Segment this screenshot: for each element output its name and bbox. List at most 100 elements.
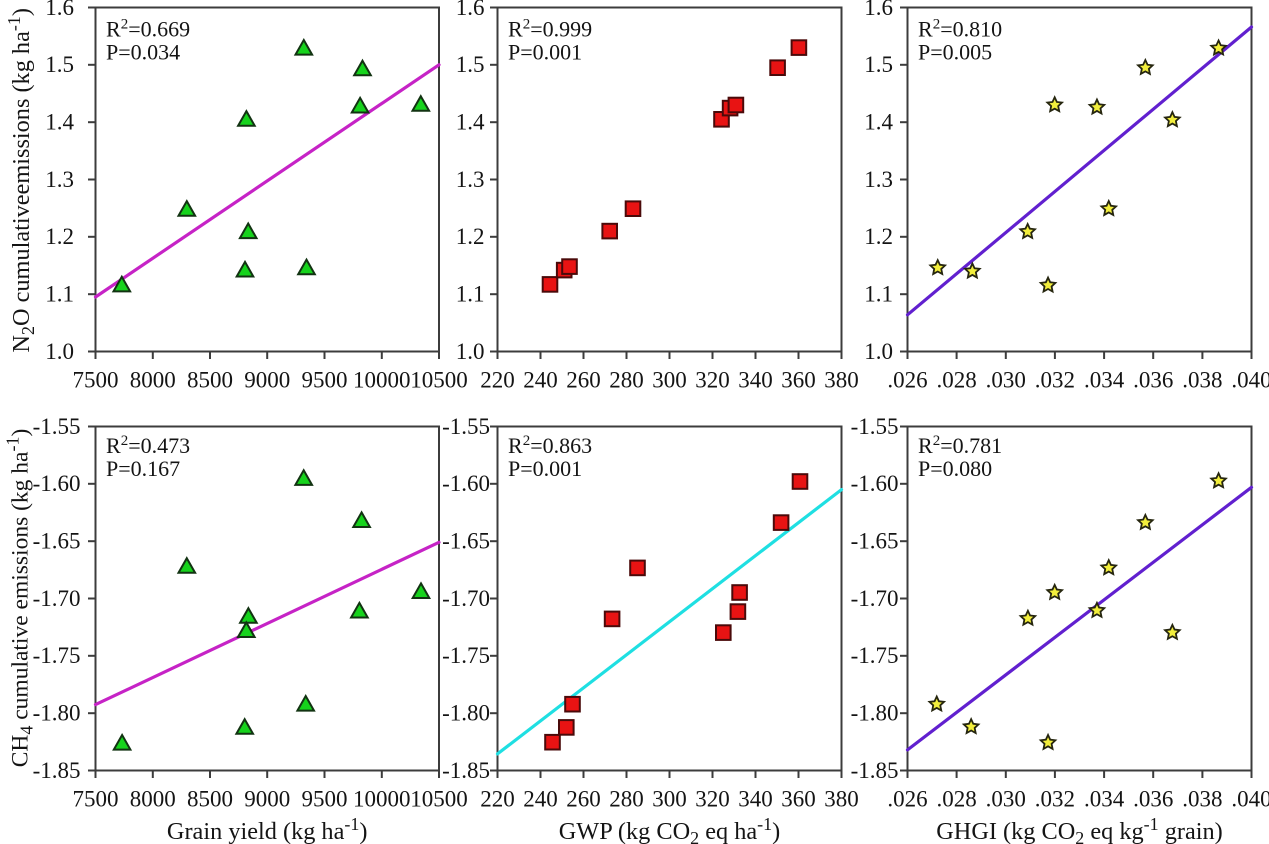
svg-text:10000: 10000 (353, 787, 411, 812)
svg-text:320: 320 (695, 368, 730, 393)
svg-text:.032: .032 (1035, 787, 1075, 812)
svg-text:Grain yield (kg ha-1): Grain yield (kg ha-1) (167, 814, 368, 844)
svg-text:340: 340 (738, 787, 773, 812)
svg-text:1.1: 1.1 (456, 282, 485, 307)
svg-text:.040: .040 (1231, 368, 1269, 393)
svg-text:-1.80: -1.80 (442, 701, 490, 726)
svg-text:7500: 7500 (73, 787, 119, 812)
svg-text:1.4: 1.4 (864, 110, 893, 135)
svg-text:CH4 cumulative emissions (kg h: CH4 cumulative emissions (kg ha-1) (3, 429, 37, 768)
svg-text:380: 380 (824, 787, 859, 812)
svg-text:.034: .034 (1084, 368, 1125, 393)
svg-text:1.1: 1.1 (864, 282, 893, 307)
svg-text:1.5: 1.5 (864, 52, 893, 77)
svg-text:-1.85: -1.85 (442, 758, 490, 783)
svg-text:9000: 9000 (244, 787, 290, 812)
svg-text:P=0.167: P=0.167 (106, 456, 180, 481)
svg-text:-1.65: -1.65 (33, 529, 81, 554)
svg-text:-1.60: -1.60 (851, 471, 899, 496)
svg-text:1.3: 1.3 (45, 167, 74, 192)
svg-text:8500: 8500 (187, 368, 233, 393)
svg-text:-1.70: -1.70 (851, 586, 899, 611)
svg-text:-1.70: -1.70 (442, 586, 490, 611)
svg-text:280: 280 (609, 368, 644, 393)
svg-text:340: 340 (738, 368, 773, 393)
svg-text:9500: 9500 (302, 787, 348, 812)
svg-text:-1.55: -1.55 (851, 414, 899, 439)
svg-text:360: 360 (781, 787, 816, 812)
svg-text:R2=0.999: R2=0.999 (508, 17, 592, 42)
svg-text:1.6: 1.6 (45, 0, 74, 20)
svg-text:P=0.005: P=0.005 (918, 40, 992, 65)
svg-text:280: 280 (609, 787, 644, 812)
svg-text:1.0: 1.0 (456, 339, 485, 364)
svg-text:1.4: 1.4 (45, 110, 74, 135)
svg-text:-1.70: -1.70 (33, 586, 81, 611)
svg-text:8000: 8000 (130, 787, 176, 812)
svg-text:240: 240 (523, 787, 558, 812)
svg-text:R2=0.669: R2=0.669 (106, 17, 190, 42)
svg-text:-1.85: -1.85 (33, 758, 81, 783)
svg-text:-1.80: -1.80 (851, 701, 899, 726)
svg-text:220: 220 (480, 787, 515, 812)
svg-text:.026: .026 (887, 787, 927, 812)
svg-text:1.4: 1.4 (456, 110, 485, 135)
svg-text:1.3: 1.3 (864, 167, 893, 192)
svg-text:300: 300 (652, 787, 687, 812)
svg-text:-1.65: -1.65 (851, 529, 899, 554)
svg-text:1.5: 1.5 (45, 52, 74, 77)
svg-text:P=0.080: P=0.080 (918, 456, 992, 481)
svg-text:.034: .034 (1084, 787, 1125, 812)
svg-text:1.0: 1.0 (45, 339, 74, 364)
svg-text:320: 320 (695, 787, 730, 812)
svg-text:1.6: 1.6 (864, 0, 893, 20)
svg-text:.038: .038 (1182, 368, 1222, 393)
svg-text:1.2: 1.2 (864, 224, 893, 249)
svg-text:10500: 10500 (410, 787, 468, 812)
svg-text:7500: 7500 (73, 368, 119, 393)
svg-text:.036: .036 (1133, 368, 1173, 393)
svg-text:.028: .028 (936, 368, 976, 393)
svg-text:1.6: 1.6 (456, 0, 485, 20)
svg-text:.038: .038 (1182, 787, 1222, 812)
svg-text:R2=0.473: R2=0.473 (106, 433, 190, 458)
svg-text:-1.85: -1.85 (851, 758, 899, 783)
svg-text:P=0.001: P=0.001 (508, 40, 582, 65)
svg-text:9000: 9000 (244, 368, 290, 393)
svg-text:240: 240 (523, 368, 558, 393)
svg-text:.040: .040 (1231, 787, 1269, 812)
svg-text:.030: .030 (986, 787, 1026, 812)
svg-text:-1.60: -1.60 (33, 471, 81, 496)
svg-text:1.0: 1.0 (864, 339, 893, 364)
svg-text:260: 260 (566, 368, 601, 393)
svg-text:1.2: 1.2 (456, 224, 485, 249)
svg-text:R2=0.863: R2=0.863 (508, 433, 592, 458)
svg-text:GWP (kg CO2 eq ha-1): GWP (kg CO2 eq ha-1) (559, 814, 781, 844)
svg-text:220: 220 (480, 368, 515, 393)
svg-text:R2=0.810: R2=0.810 (918, 17, 1002, 42)
svg-text:1.3: 1.3 (456, 167, 485, 192)
svg-text:-1.75: -1.75 (33, 643, 81, 668)
svg-text:10000: 10000 (353, 368, 411, 393)
svg-text:P=0.001: P=0.001 (508, 456, 582, 481)
svg-text:260: 260 (566, 787, 601, 812)
svg-text:1.2: 1.2 (45, 224, 74, 249)
svg-text:-1.55: -1.55 (442, 414, 490, 439)
svg-text:P=0.034: P=0.034 (106, 40, 180, 65)
svg-text:.028: .028 (936, 787, 976, 812)
svg-text:.032: .032 (1035, 368, 1075, 393)
svg-text:-1.75: -1.75 (442, 643, 490, 668)
svg-text:10500: 10500 (410, 368, 468, 393)
svg-text:.036: .036 (1133, 787, 1173, 812)
svg-text:380: 380 (824, 368, 859, 393)
svg-text:-1.65: -1.65 (442, 529, 490, 554)
svg-text:.026: .026 (887, 368, 927, 393)
svg-text:1.5: 1.5 (456, 52, 485, 77)
svg-text:8000: 8000 (130, 368, 176, 393)
svg-text:1.1: 1.1 (45, 282, 74, 307)
svg-text:-1.60: -1.60 (442, 471, 490, 496)
svg-text:.030: .030 (986, 368, 1026, 393)
svg-text:9500: 9500 (302, 368, 348, 393)
svg-text:360: 360 (781, 368, 816, 393)
svg-text:8500: 8500 (187, 787, 233, 812)
